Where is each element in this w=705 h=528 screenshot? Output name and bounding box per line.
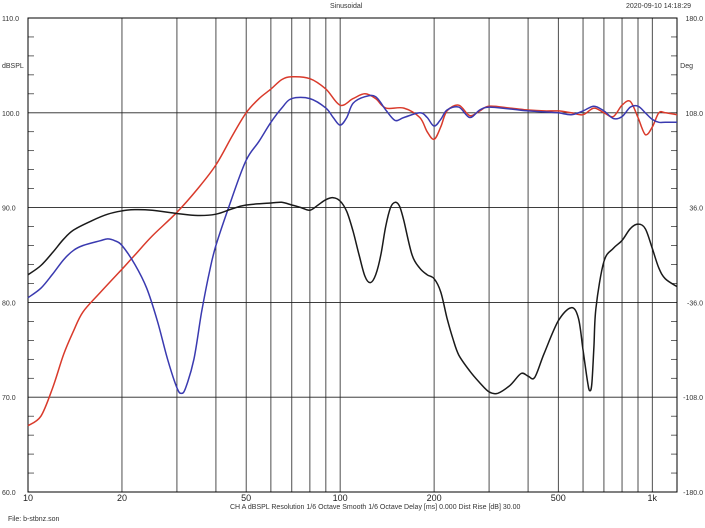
x-tick-label: 100 xyxy=(333,493,348,503)
y-right-tick-label: 36.0 xyxy=(689,206,703,213)
y-left-tick-label: 100.0 xyxy=(2,111,20,118)
black-series-line xyxy=(27,196,678,395)
x-tick-label: 50 xyxy=(241,493,251,503)
timestamp: 2020-09-10 14:18:29 xyxy=(626,3,691,10)
x-tick-label: 500 xyxy=(551,493,566,503)
y-right-tick-label: -36.0 xyxy=(687,300,703,307)
y-right-tick-label: -108.0 xyxy=(683,395,703,402)
y-left-tick-label: 90.0 xyxy=(2,206,16,213)
y-right-tick-label: 108.0 xyxy=(685,111,703,118)
x-tick-label: 1k xyxy=(648,493,658,503)
y-left-tick-label: 70.0 xyxy=(2,395,16,402)
y-right-tick-label: -180.0 xyxy=(683,490,703,497)
x-tick-label: 200 xyxy=(427,493,442,503)
x-tick-label: 10 xyxy=(23,493,33,503)
plot-frame xyxy=(27,17,678,493)
y-left-tick-label: 80.0 xyxy=(2,300,16,307)
y-left-tick-label: 110.0 xyxy=(2,16,19,23)
blue-series-line xyxy=(27,94,677,395)
x-tick-label: 20 xyxy=(117,493,127,503)
chart-title: Sinusoidal xyxy=(330,3,363,10)
measurement-settings: CH A dBSPL Resolution 1/6 Octave Smooth … xyxy=(230,504,521,511)
file-name: File: b-stbnz.son xyxy=(8,516,60,523)
y-left-tick-label: 60.0 xyxy=(2,490,16,497)
y-right-tick-label: 180.0 xyxy=(685,16,703,23)
y-right-axis-label: Deg xyxy=(680,63,693,70)
y-left-axis-label: dBSPL xyxy=(2,63,24,70)
red-series-line xyxy=(27,75,678,427)
